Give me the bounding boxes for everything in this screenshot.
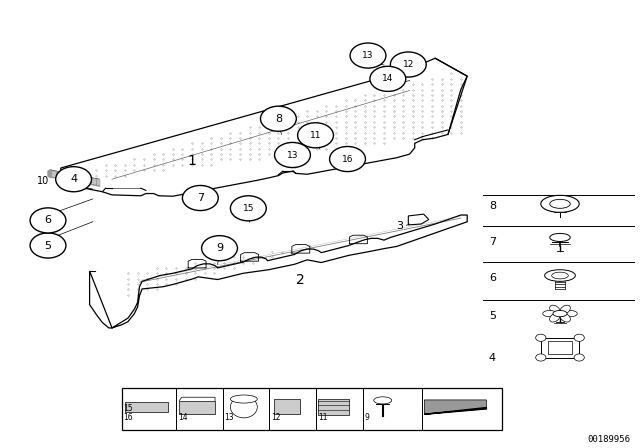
Text: 1: 1	[188, 154, 196, 168]
Text: 11: 11	[318, 414, 328, 422]
Circle shape	[230, 196, 266, 221]
Circle shape	[330, 146, 365, 172]
Text: 00189956: 00189956	[588, 435, 630, 444]
Circle shape	[182, 185, 218, 211]
Ellipse shape	[374, 397, 392, 404]
Circle shape	[390, 52, 426, 77]
Ellipse shape	[550, 305, 560, 314]
Ellipse shape	[552, 272, 568, 279]
Polygon shape	[48, 169, 51, 178]
Ellipse shape	[545, 270, 575, 281]
Text: 6: 6	[489, 273, 496, 283]
Text: 13: 13	[287, 151, 298, 159]
Polygon shape	[424, 408, 486, 414]
Bar	[125, 402, 168, 413]
Bar	[122, 388, 502, 430]
Ellipse shape	[541, 195, 579, 212]
Polygon shape	[424, 400, 486, 414]
Ellipse shape	[553, 310, 567, 317]
Ellipse shape	[560, 305, 570, 314]
Text: 9: 9	[216, 243, 223, 253]
Text: 9: 9	[365, 414, 370, 422]
Circle shape	[370, 66, 406, 91]
Circle shape	[30, 233, 66, 258]
Bar	[318, 399, 349, 415]
Circle shape	[574, 354, 584, 361]
Ellipse shape	[560, 313, 570, 322]
Text: 10: 10	[37, 177, 50, 186]
Ellipse shape	[550, 233, 570, 241]
Text: 4: 4	[489, 353, 496, 363]
Ellipse shape	[543, 310, 557, 317]
Bar	[274, 399, 300, 414]
Text: 14: 14	[178, 414, 188, 422]
Circle shape	[350, 43, 386, 68]
Ellipse shape	[230, 395, 257, 403]
Circle shape	[536, 354, 546, 361]
Bar	[179, 401, 215, 414]
Text: 15
16: 15 16	[123, 404, 132, 422]
Text: 3: 3	[397, 221, 403, 231]
Text: 7: 7	[196, 193, 204, 203]
Text: 5: 5	[489, 311, 496, 321]
Text: 13: 13	[225, 414, 234, 422]
Text: 4: 4	[70, 174, 77, 184]
Ellipse shape	[230, 396, 257, 418]
Bar	[541, 338, 579, 358]
Circle shape	[298, 123, 333, 148]
Circle shape	[574, 334, 584, 341]
Text: 7: 7	[489, 237, 496, 247]
Bar	[548, 341, 572, 354]
Text: 8: 8	[489, 201, 496, 211]
Circle shape	[30, 208, 66, 233]
Circle shape	[56, 167, 92, 192]
Text: 12: 12	[403, 60, 414, 69]
Text: 15: 15	[243, 204, 254, 213]
Text: 5: 5	[45, 241, 51, 250]
Text: 14: 14	[382, 74, 394, 83]
Text: 2: 2	[296, 273, 305, 287]
Text: 8: 8	[275, 114, 282, 124]
Text: 13: 13	[362, 51, 374, 60]
Circle shape	[260, 106, 296, 131]
Ellipse shape	[550, 313, 560, 322]
Ellipse shape	[550, 199, 570, 208]
Text: 11: 11	[310, 131, 321, 140]
Text: 12: 12	[271, 414, 281, 422]
Text: 6: 6	[45, 215, 51, 225]
Circle shape	[275, 142, 310, 168]
Circle shape	[202, 236, 237, 261]
Text: 16: 16	[342, 155, 353, 164]
Ellipse shape	[563, 310, 577, 317]
Circle shape	[536, 334, 546, 341]
